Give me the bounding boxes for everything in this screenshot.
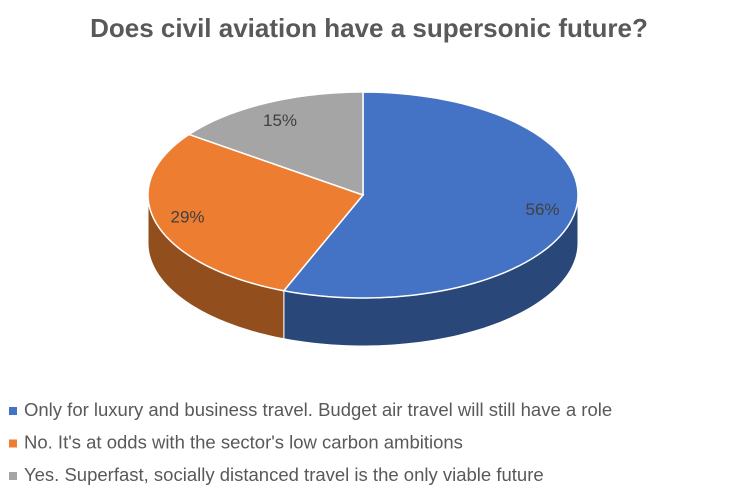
legend-label: Yes. Superfast, socially distanced trave… — [24, 464, 544, 485]
legend-label: No. It's at odds with the sector's low c… — [24, 431, 463, 452]
data-label: 56% — [525, 200, 559, 219]
data-label: 29% — [170, 207, 204, 226]
pie-slice — [147, 133, 365, 292]
legend-swatch — [9, 407, 17, 415]
pie-slice — [187, 91, 364, 197]
legend-swatch — [9, 472, 17, 480]
legend-label: Only for luxury and business travel. Bud… — [24, 399, 612, 420]
chart-title: Does civil aviation have a supersonic fu… — [90, 13, 648, 43]
pie-slice — [282, 91, 579, 299]
data-label: 15% — [263, 111, 297, 130]
legend-swatch — [9, 439, 17, 448]
